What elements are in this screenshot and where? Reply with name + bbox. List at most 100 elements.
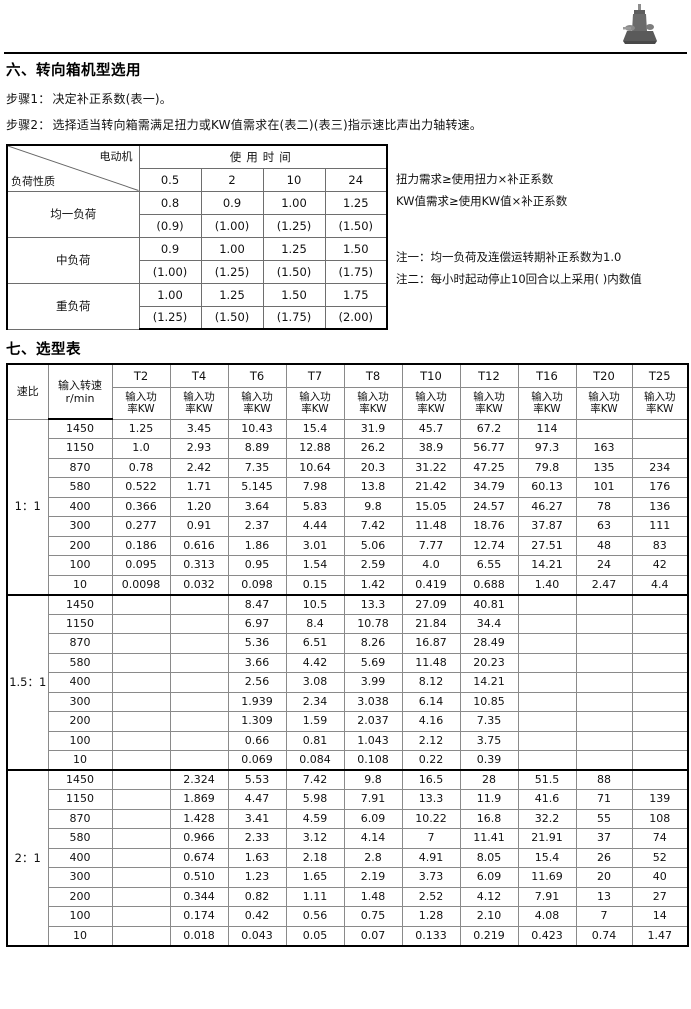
power-cell-T8: 2.8	[343, 847, 403, 868]
power-cell-T20	[575, 711, 633, 732]
power-cell-T2	[111, 847, 171, 868]
power-cell-T2: 0.522	[111, 477, 171, 498]
power-cell-T25: 83	[631, 535, 689, 556]
power-cell-T6: 5.145	[227, 477, 287, 498]
power-cell-T16: 14.21	[517, 555, 577, 576]
factor-time-col-0: 0.5	[138, 167, 202, 192]
unit-line2: 率KW	[533, 403, 561, 415]
table-row: 200 0.186 0.616 1.86 3.01 5.06 7.77 12.74 27.51 4…	[7, 535, 689, 556]
factor-row-2-paren-0: (1.25)	[138, 305, 202, 330]
power-cell-T4	[169, 750, 229, 771]
speed-cell: 100	[47, 730, 113, 751]
table-row: 1150 6.97 8.4 10.78 21.84 34.4	[7, 613, 689, 634]
table-row: 300 0.277 0.91 2.37 4.44 7.42 11.48 18.76 37.87 6…	[7, 516, 689, 537]
power-cell-T2	[111, 886, 171, 907]
factor-row-0-paren-2: (1.25)	[262, 213, 326, 238]
table-row: 400 0.366 1.20 3.64 5.83 9.8 15.05 24.57 46.27 78…	[7, 496, 689, 517]
power-cell-T6: 2.33	[227, 828, 287, 849]
power-cell-T12: 4.12	[459, 886, 519, 907]
power-cell-T12: 40.81	[459, 593, 519, 615]
selection-table-wrap: 速比 输入转速 r/min T2 T4 T6 T7 T8 T10 T12 T16…	[0, 363, 691, 947]
power-cell-T12: 28	[459, 769, 519, 790]
power-cell-T4	[169, 711, 229, 732]
remark-two: 注二：每小时起动停止10回合以上采用( )内数值	[396, 272, 642, 286]
power-cell-T20: 135	[575, 457, 633, 478]
power-cell-T20: 63	[575, 516, 633, 537]
power-cell-T10: 0.419	[401, 574, 461, 595]
speed-cell: 400	[47, 847, 113, 868]
step-2-label: 步骤2：	[6, 118, 51, 132]
power-cell-T12: 67.2	[459, 418, 519, 439]
table-row: 1150 1.869 4.47 5.98 7.91 13.3 11.9 41.6 71 139	[7, 789, 689, 810]
power-cell-T2	[111, 906, 171, 927]
power-cell-T7: 2.18	[285, 847, 345, 868]
power-cell-T4: 0.510	[169, 867, 229, 888]
factor-corner-motor-label: 电动机	[99, 150, 133, 163]
power-cell-T6: 1.63	[227, 847, 287, 868]
power-cell-T20	[575, 691, 633, 712]
power-cell-T4: 0.966	[169, 828, 229, 849]
power-cell-T25: 176	[631, 477, 689, 498]
unit-line2: 率KW	[243, 403, 271, 415]
power-cell-T2	[111, 789, 171, 810]
factor-row-1-primary-1: 1.00	[200, 236, 264, 261]
factor-row-1-name: 中负荷	[6, 236, 140, 284]
header-speed: 输入转速 r/min	[47, 363, 113, 420]
power-cell-T6: 10.43	[227, 418, 287, 439]
unit-line1: 输入功	[531, 391, 563, 403]
ratio-cell-2: 2：1	[6, 769, 49, 947]
power-cell-T12: 16.8	[459, 808, 519, 829]
unit-header-T8: 输入功 率KW	[343, 386, 403, 420]
factor-row-0-primary-2: 1.00	[262, 190, 326, 215]
factor-row-1-primary-2: 1.25	[262, 236, 326, 261]
model-header-T4: T4	[169, 363, 229, 388]
power-cell-T20: 24	[575, 555, 633, 576]
table-row: 100 0.174 0.42 0.56 0.75 1.28 2.10 4.08 7 14	[7, 906, 689, 927]
power-cell-T7: 2.34	[285, 691, 345, 712]
power-cell-T25: 234	[631, 457, 689, 478]
speed-cell: 10	[47, 750, 113, 771]
power-cell-T25	[631, 750, 689, 771]
unit-line2: 率KW	[185, 403, 213, 415]
model-header-T2: T2	[111, 363, 171, 388]
power-cell-T7: 4.44	[285, 516, 345, 537]
power-cell-T4: 0.674	[169, 847, 229, 868]
power-cell-T6: 0.66	[227, 730, 287, 751]
power-cell-T10: 7	[401, 828, 461, 849]
power-cell-T10: 31.22	[401, 457, 461, 478]
power-cell-T6: 8.47	[227, 593, 287, 615]
model-header-T8: T8	[343, 363, 403, 388]
power-cell-T7: 10.5	[285, 593, 345, 615]
power-cell-T25: 74	[631, 828, 689, 849]
power-cell-T4: 3.45	[169, 418, 229, 439]
diagonal-divider-icon	[9, 147, 138, 190]
ratio-cell-1: 1.5：1	[6, 593, 49, 771]
speed-cell: 200	[47, 711, 113, 732]
power-cell-T8: 13.3	[343, 593, 403, 615]
unit-header-T4: 输入功 率KW	[169, 386, 229, 420]
power-cell-T4: 1.428	[169, 808, 229, 829]
power-cell-T10: 3.73	[401, 867, 461, 888]
power-cell-T2	[111, 633, 171, 654]
power-cell-T2	[111, 593, 171, 615]
power-cell-T10: 21.84	[401, 613, 461, 634]
power-cell-T10: 27.09	[401, 593, 461, 615]
factor-row-2-paren-1: (1.50)	[200, 305, 264, 330]
section-7-title: 七、选型表	[6, 342, 81, 358]
model-header-T20: T20	[575, 363, 633, 388]
power-cell-T6: 1.939	[227, 691, 287, 712]
power-cell-T6: 0.42	[227, 906, 287, 927]
power-cell-T7: 3.08	[285, 672, 345, 693]
power-cell-T2	[111, 750, 171, 771]
power-cell-T2: 0.0098	[111, 574, 171, 595]
header-speed-line1: 输入转速	[58, 378, 102, 392]
power-cell-T7: 5.98	[285, 789, 345, 810]
power-cell-T16: 32.2	[517, 808, 577, 829]
power-cell-T7: 8.4	[285, 613, 345, 634]
power-cell-T12: 3.75	[459, 730, 519, 751]
unit-header-T20: 输入功 率KW	[575, 386, 633, 420]
power-cell-T6: 1.309	[227, 711, 287, 732]
unit-header-T16: 输入功 率KW	[517, 386, 577, 420]
power-cell-T20: 163	[575, 438, 633, 459]
speed-cell: 100	[47, 555, 113, 576]
